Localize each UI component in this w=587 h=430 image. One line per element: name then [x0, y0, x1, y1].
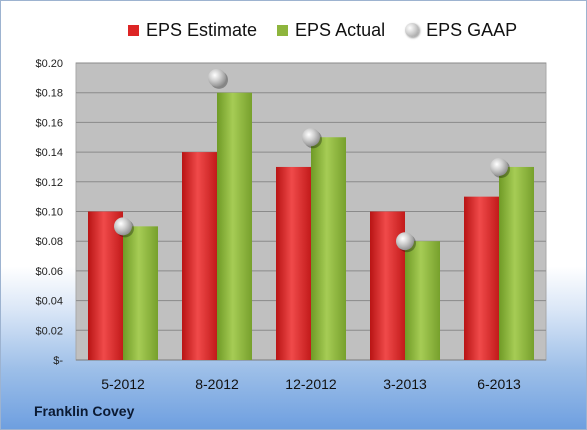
bar-eps-estimate — [276, 166, 311, 360]
marker-eps-gaap — [302, 128, 320, 147]
legend-item-eps-gaap: EPS GAAP — [405, 20, 517, 41]
legend-item-eps-actual: EPS Actual — [277, 20, 385, 41]
x-tick-label: 3-2013 — [383, 376, 427, 392]
y-tick-label: $0.06 — [35, 266, 63, 278]
legend-label-eps-gaap: EPS GAAP — [426, 19, 518, 40]
bar-eps-estimate — [370, 211, 405, 360]
x-tick-label: 6-2013 — [477, 376, 521, 392]
company-name: Franklin Covey — [34, 403, 135, 419]
bar-eps-actual — [405, 241, 440, 360]
marker-eps-gaap — [208, 68, 226, 87]
y-tick-label: $- — [53, 355, 63, 367]
legend-label-eps-actual: EPS Actual — [295, 19, 386, 40]
y-tick-label: $0.04 — [35, 296, 63, 308]
marker-eps-gaap — [396, 232, 414, 251]
x-tick-label: 8-2012 — [195, 376, 239, 392]
bar-eps-estimate — [464, 196, 499, 360]
x-tick-label: 12-2012 — [285, 376, 337, 392]
bar-eps-estimate — [182, 152, 217, 360]
bar-eps-actual — [123, 226, 158, 360]
y-tick-label: $0.08 — [35, 236, 63, 248]
y-tick-label: $0.16 — [35, 117, 63, 129]
legend-swatch-eps-actual — [277, 24, 289, 36]
y-tick-label: $0.12 — [35, 177, 63, 189]
bar-eps-actual — [311, 137, 346, 360]
legend-swatch-eps-estimate — [128, 24, 139, 36]
legend-label-eps-estimate: EPS Estimate — [146, 19, 258, 40]
y-tick-label: $0.10 — [35, 207, 63, 219]
bar-eps-actual — [217, 92, 252, 360]
legend-item-eps-estimate: EPS Estimate — [128, 20, 257, 41]
bar-eps-estimate — [88, 211, 123, 360]
bar-eps-actual — [499, 166, 534, 360]
y-tick-label: $0.02 — [35, 325, 63, 337]
y-tick-label: $0.14 — [35, 147, 63, 159]
x-tick-label: 5-2012 — [101, 376, 145, 392]
marker-eps-gaap — [114, 217, 132, 236]
y-tick-label: $0.18 — [35, 88, 63, 100]
y-tick-label: $0.20 — [35, 58, 63, 70]
marker-eps-gaap — [490, 157, 508, 176]
legend-marker-eps-gaap — [405, 23, 420, 37]
chart-legend: EPS Estimate EPS Actual EPS GAAP — [128, 18, 537, 42]
